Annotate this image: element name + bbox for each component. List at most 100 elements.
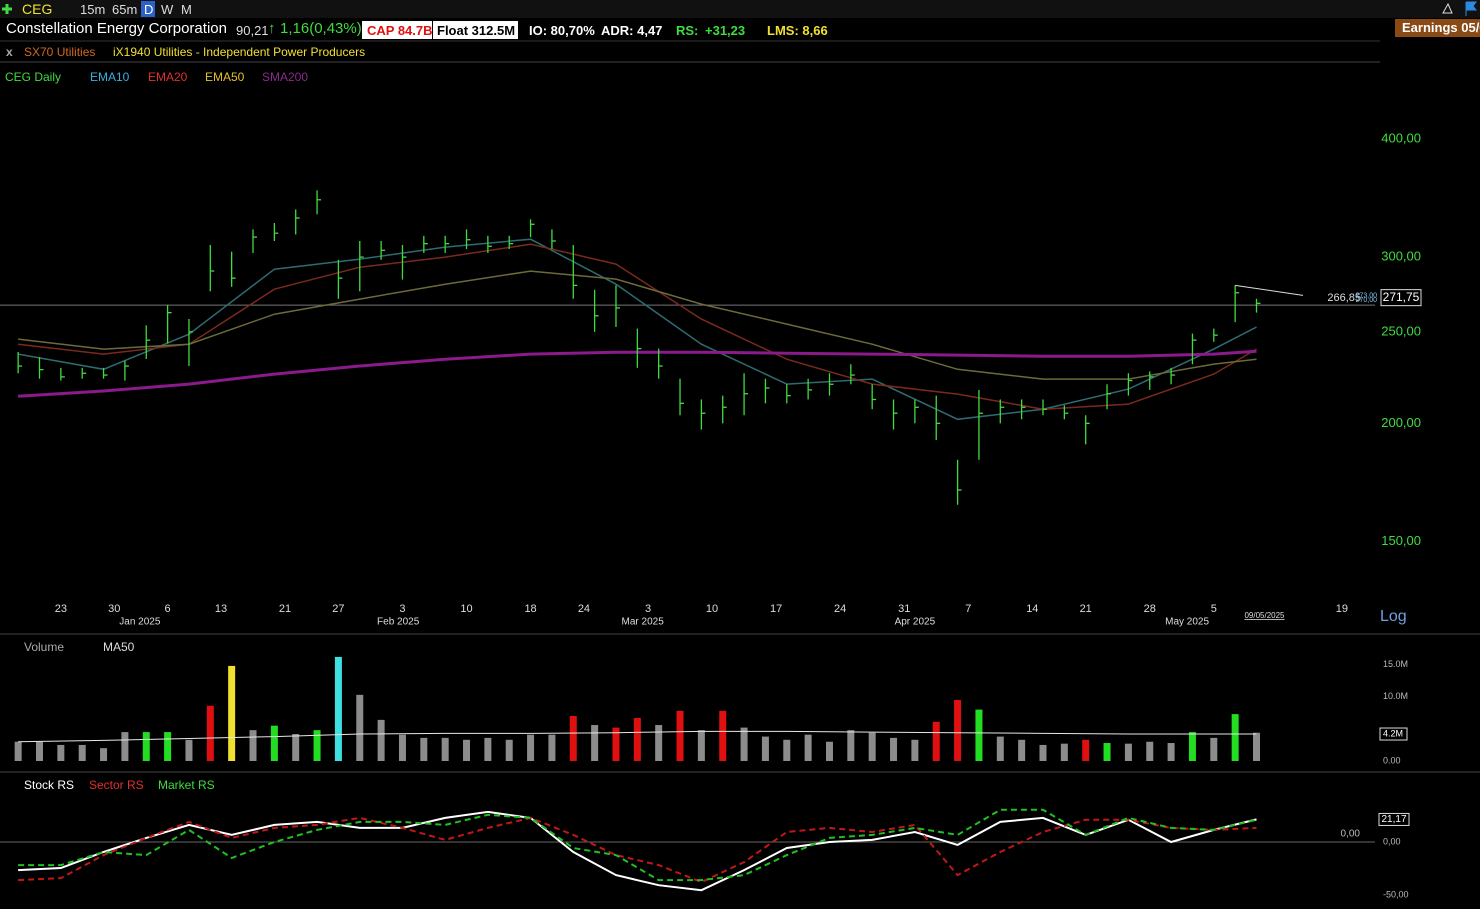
x-tick-label: 13 — [215, 603, 227, 615]
volume-bar — [398, 734, 406, 761]
header-field: 90,21 — [236, 23, 269, 38]
close-button[interactable]: x — [6, 45, 13, 59]
legend-item[interactable]: Market RS — [158, 778, 215, 792]
price-tag-label: 271,75 — [1383, 290, 1420, 304]
volume-bar — [121, 732, 129, 761]
volume-bar — [1082, 739, 1090, 761]
y-tick-label: 400,00 — [1381, 131, 1421, 146]
interval[interactable]: M — [181, 2, 192, 17]
date-label: 09/05/2025 — [1244, 611, 1285, 620]
month-label: Mar 2025 — [622, 617, 665, 628]
volume-bar — [57, 744, 65, 761]
volume-bar — [463, 739, 471, 761]
legend-item[interactable]: CEG Daily — [5, 70, 62, 84]
x-tick-label: 18 — [524, 603, 536, 615]
industry[interactable]: iX1940 Utilities - Independent Power Pro… — [113, 45, 366, 59]
interval[interactable]: D — [144, 2, 154, 17]
interval[interactable]: 15m — [80, 2, 106, 17]
star-icon[interactable] — [1442, 2, 1453, 14]
log-toggle[interactable]: Log — [1380, 608, 1407, 625]
x-tick-label: 17 — [770, 603, 782, 615]
volume-bar — [911, 739, 919, 761]
interval[interactable]: W — [161, 2, 174, 17]
volume-bar — [761, 736, 769, 761]
flag-icon[interactable] — [1465, 1, 1477, 16]
zero-label: 0,00 — [1341, 829, 1361, 840]
symbol[interactable]: CEG — [22, 1, 53, 17]
volume-bar — [270, 725, 278, 761]
float: Float 312.5M — [437, 23, 516, 38]
volume-bar — [441, 737, 449, 761]
rs-line — [18, 810, 1257, 892]
volume-bar — [313, 730, 321, 761]
volume-bar — [142, 732, 150, 761]
volume-bar — [185, 739, 193, 761]
x-tick-label: 10 — [706, 603, 718, 615]
volume-bar — [783, 739, 791, 761]
volume-bar — [591, 725, 599, 761]
x-tick-label: 6 — [165, 603, 171, 615]
volume-bar — [804, 734, 812, 761]
volume-bar — [1253, 732, 1261, 761]
volume-bar — [655, 725, 663, 761]
volume-bar — [249, 730, 257, 761]
volume-bar — [1167, 743, 1175, 761]
x-tick-label: 10 — [460, 603, 472, 615]
y-tick-label: -50,00 — [1383, 890, 1409, 900]
rs-tag-label: 21,17 — [1381, 814, 1406, 825]
volume-bar — [1018, 739, 1026, 761]
lms: LMS: 8,66 — [767, 23, 828, 38]
x-tick-label: 14 — [1026, 603, 1038, 615]
volume-bar — [334, 656, 342, 761]
market-cap: CAP 84.7B — [367, 23, 433, 38]
x-tick-label: 21 — [279, 603, 291, 615]
moving-average — [17, 238, 1257, 421]
toolbar-bg — [0, 0, 1480, 18]
volume-bar — [697, 730, 705, 761]
volume-bar — [548, 734, 556, 761]
legend-item[interactable]: EMA10 — [90, 70, 130, 84]
legend-item[interactable]: Sector RS — [89, 778, 144, 792]
y-tick-label: 300,00 — [1381, 249, 1421, 264]
y-tick-label: 15.0M — [1383, 659, 1408, 669]
trend-label: 270,00 — [1356, 297, 1378, 304]
volume-bar — [676, 710, 684, 761]
volume-bar — [847, 730, 855, 761]
add-icon[interactable] — [2, 4, 12, 14]
legend-item[interactable]: Stock RS — [24, 778, 75, 792]
volume-bar — [527, 734, 535, 761]
volume-bar — [377, 719, 385, 761]
volume-bar — [484, 737, 492, 761]
legend-item[interactable]: SMA200 — [262, 70, 309, 84]
legend-item[interactable]: Volume — [24, 640, 65, 654]
volume-bar — [1124, 743, 1132, 761]
earnings[interactable]: Earnings 05/0 — [1402, 20, 1480, 35]
x-tick-label: 5 — [1211, 603, 1217, 615]
trend-label: 273,00 — [1356, 293, 1378, 300]
legend-item[interactable]: EMA20 — [148, 70, 188, 84]
rs-value: +31,23 — [705, 23, 746, 38]
month-label: Jan 2025 — [119, 617, 161, 628]
month-label: Feb 2025 — [377, 617, 420, 628]
volume-bar — [719, 710, 727, 761]
month-label: May 2025 — [1165, 617, 1209, 628]
interval[interactable]: 65m — [112, 2, 138, 17]
y-tick-label: 250,00 — [1381, 323, 1421, 338]
adr: ADR: 4,47 — [601, 23, 663, 38]
volume-bar — [932, 721, 940, 761]
y-tick-label: 150,00 — [1381, 533, 1421, 548]
x-tick-label: 31 — [898, 603, 910, 615]
volume-bar — [569, 716, 577, 761]
legend-item[interactable]: MA50 — [103, 640, 135, 654]
x-tick-label: 28 — [1144, 603, 1156, 615]
rs-line — [18, 816, 1257, 884]
x-tick-label: 30 — [108, 603, 120, 615]
price-change: 1,16(0,43%) — [280, 20, 362, 37]
volume-bar — [975, 709, 983, 761]
volume-bar — [633, 717, 641, 761]
x-tick-label: 21 — [1080, 603, 1092, 615]
sector[interactable]: SX70 Utilities — [24, 45, 96, 59]
legend-item[interactable]: EMA50 — [205, 70, 245, 84]
volume-bar — [228, 665, 236, 761]
